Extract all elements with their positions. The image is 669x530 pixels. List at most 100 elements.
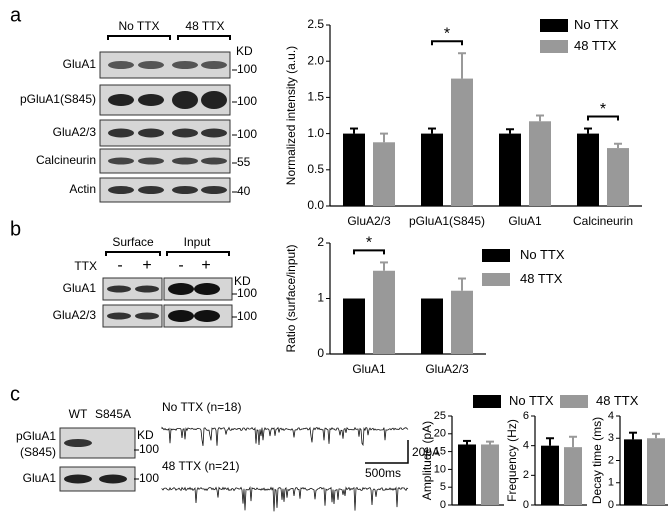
y-tick-label: 2 xyxy=(608,454,614,466)
lane-label: WT xyxy=(69,407,88,421)
lane-label: - xyxy=(178,257,183,274)
blot-band xyxy=(172,91,198,109)
bar xyxy=(647,438,665,505)
marker-label: 100 xyxy=(237,286,257,300)
y-axis-label: Decay time (ms) xyxy=(590,417,604,504)
blot-row-label: GluA2/3 xyxy=(53,308,97,322)
bracket xyxy=(105,251,161,256)
y-tick-label: 6 xyxy=(523,410,529,422)
lane-label: + xyxy=(142,257,151,274)
blot-band xyxy=(107,285,131,293)
legend-swatch xyxy=(482,273,510,286)
x-tick-label: Calcineurin xyxy=(573,214,633,228)
y-tick-label: 2.0 xyxy=(307,53,324,67)
y-tick-label: 1.0 xyxy=(307,126,324,140)
current-trace xyxy=(161,486,409,512)
y-tick-label: 1.5 xyxy=(307,90,324,104)
blot-band xyxy=(172,157,198,165)
y-tick-label: 2.5 xyxy=(307,17,324,31)
treatment-label: TTX xyxy=(74,259,97,273)
legend-swatch xyxy=(540,19,568,32)
condition-label: 48 TTX xyxy=(185,19,224,33)
bar xyxy=(451,290,473,354)
condition-label: No TTX xyxy=(118,19,159,33)
y-tick-label: 4 xyxy=(608,410,614,422)
blot-band xyxy=(108,186,134,194)
panel-label: a xyxy=(10,4,22,26)
y-tick-label: 0 xyxy=(440,499,446,511)
unit-label: KD xyxy=(234,274,251,288)
blot-band xyxy=(135,285,159,293)
blot-band xyxy=(201,128,227,138)
lane-label: - xyxy=(117,257,122,274)
y-tick-label: 0 xyxy=(608,499,614,511)
x-tick-label: GluA1 xyxy=(352,362,386,376)
y-tick-label: 10 xyxy=(434,463,446,475)
marker-label: 40 xyxy=(237,184,251,198)
x-tick-label: GluA2/3 xyxy=(425,362,469,376)
blot-band xyxy=(64,474,92,484)
y-tick-label: 4 xyxy=(523,440,529,452)
y-tick-label: 15 xyxy=(434,446,446,458)
bar xyxy=(541,445,559,505)
panel-label: b xyxy=(10,218,21,240)
bar xyxy=(343,133,365,206)
blot-band xyxy=(172,61,198,69)
unit-label: KD xyxy=(236,44,253,58)
blot-strip xyxy=(102,277,163,301)
bar xyxy=(421,298,443,354)
x-tick-label: GluA1 xyxy=(508,214,542,228)
y-tick-label: 0.0 xyxy=(307,198,324,212)
blot-band xyxy=(172,186,198,194)
bar xyxy=(343,298,365,354)
y-axis-label: Frequency (Hz) xyxy=(505,419,519,502)
marker-label: 100 xyxy=(237,94,257,108)
blot-row-label: (S845) xyxy=(20,445,56,459)
x-tick-label: pGluA1(S845) xyxy=(409,214,485,228)
y-tick-label: 3 xyxy=(608,432,614,444)
bar xyxy=(529,121,551,206)
significance-bracket xyxy=(353,249,385,255)
trace-label: 48 TTX (n=21) xyxy=(162,459,239,473)
y-tick-label: 1 xyxy=(608,477,614,489)
marker-label: 100 xyxy=(237,309,257,323)
y-axis-label: Normalized intensity (a.u.) xyxy=(284,46,298,185)
blot-band xyxy=(138,128,164,138)
bar xyxy=(624,439,642,505)
blot-band xyxy=(108,61,134,69)
current-trace xyxy=(161,426,409,447)
blot-row-label: GluA1 xyxy=(63,281,97,295)
blot-band xyxy=(194,283,220,295)
y-tick-label: 1 xyxy=(317,291,324,305)
group-label: Surface xyxy=(112,235,154,249)
blot-row-label: Calcineurin xyxy=(36,153,96,167)
blot-band xyxy=(194,310,220,322)
significance-bracket xyxy=(431,40,463,46)
blot-band xyxy=(138,186,164,194)
legend-label: 48 TTX xyxy=(520,271,563,286)
blot-row-label: GluA1 xyxy=(63,57,97,71)
significance-mark: * xyxy=(444,25,450,42)
bar xyxy=(451,78,473,206)
legend-label: No TTX xyxy=(509,393,554,408)
marker-label: 55 xyxy=(237,155,251,169)
legend-label: No TTX xyxy=(574,17,619,32)
bar xyxy=(499,133,521,206)
bar xyxy=(564,447,582,505)
blot-row-label: pGluA1(S845) xyxy=(20,92,96,106)
y-tick-label: 20 xyxy=(434,428,446,440)
blot-band xyxy=(135,312,159,320)
blot-band xyxy=(138,61,164,69)
legend-swatch xyxy=(560,395,588,408)
bracket xyxy=(166,251,230,256)
blot-band xyxy=(138,157,164,165)
y-tick-label: 0.5 xyxy=(307,162,324,176)
marker-label: 100 xyxy=(139,442,159,456)
y-tick-label: 2 xyxy=(523,469,529,481)
scale-label: 500ms xyxy=(365,466,401,480)
bar xyxy=(458,444,476,505)
blot-band xyxy=(138,94,164,106)
y-tick-label: 2 xyxy=(317,235,324,249)
group-label: Input xyxy=(184,235,211,249)
blot-band xyxy=(168,310,194,322)
